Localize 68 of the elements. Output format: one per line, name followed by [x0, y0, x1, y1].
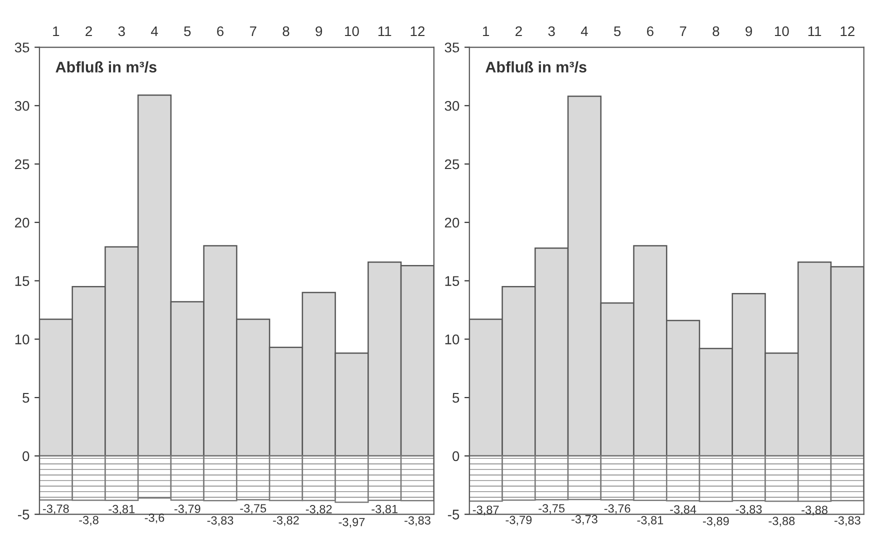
x-tick-label: 9 [316, 26, 322, 36]
x-tick-label: 4 [150, 26, 158, 36]
y-tick-label: 25 [14, 159, 30, 170]
y-tick-label: 30 [14, 100, 30, 111]
data-label: -3,81 [372, 504, 398, 515]
x-tick-label: 9 [746, 26, 752, 36]
x-tick-label: 12 [410, 26, 424, 36]
x-tick-label: 5 [184, 26, 191, 36]
y-tick-label: 10 [15, 334, 30, 344]
y-tick-label: 0 [452, 451, 460, 462]
x-tick-label: 2 [516, 26, 522, 36]
x-tick-label: 2 [86, 26, 92, 36]
data-label: -3,81 [108, 504, 135, 515]
data-label: -3,82 [306, 505, 332, 515]
x-tick-label: 10 [775, 26, 789, 36]
y-tick-label: 15 [15, 276, 30, 286]
data-label: -3,73 [572, 515, 598, 525]
data-label: -3,6 [144, 514, 164, 524]
y-tick-label: -5 [448, 510, 460, 520]
data-label: -3,78 [42, 504, 69, 514]
x-tick-label: 6 [647, 26, 654, 36]
y-tick-label: -5 [18, 510, 30, 520]
data-label: -3,87 [472, 506, 499, 516]
y-tick-label: 10 [445, 334, 460, 344]
y-tick-label: 30 [444, 100, 460, 111]
data-label: -3,75 [538, 504, 565, 514]
x-tick-label: 8 [282, 26, 290, 36]
x-tick-label: 1 [53, 26, 60, 36]
x-tick-label: 3 [548, 26, 555, 36]
y-tick-label: 25 [444, 159, 460, 170]
y-tick-label: 5 [22, 393, 30, 403]
x-tick-label: 4 [580, 26, 588, 36]
text: Abfluß in m³/s [56, 61, 156, 73]
x-tick-label: 6 [217, 26, 224, 36]
data-label: -3,82 [273, 516, 299, 526]
text: Abfluß in m³/s [486, 61, 586, 73]
x-tick-label: 10 [345, 26, 359, 36]
data-label: -3,84 [670, 505, 696, 515]
data-label: -3,89 [703, 516, 729, 527]
data-label: -3,83 [834, 516, 860, 526]
y-tick-label: 15 [445, 276, 460, 286]
x-tick-label: 8 [712, 26, 720, 36]
x-tick-label: 12 [840, 26, 854, 36]
y-tick-label: 20 [14, 218, 30, 228]
data-label: -3,79 [506, 516, 532, 526]
data-label: -3,76 [604, 504, 630, 514]
x-tick-label: 7 [680, 26, 686, 36]
y-tick-label: 35 [14, 42, 30, 52]
data-label: -3,8 [79, 516, 98, 526]
data-label: -3,79 [174, 504, 200, 514]
x-tick-label: 1 [483, 26, 490, 36]
y-tick-label: 20 [444, 218, 460, 228]
data-label: -3,83 [404, 516, 430, 526]
x-tick-label: 5 [614, 26, 621, 36]
x-tick-label: 3 [118, 26, 125, 36]
data-label: -3,97 [338, 518, 365, 528]
x-tick-label: 11 [378, 26, 392, 36]
x-tick-label: 7 [250, 26, 256, 36]
y-tick-label: 5 [452, 393, 460, 403]
y-tick-label: 35 [444, 42, 460, 52]
data-label: -3,83 [736, 505, 762, 515]
data-label: -3,88 [768, 516, 795, 527]
x-tick-label: 11 [808, 26, 822, 36]
data-label: -3,88 [802, 506, 828, 516]
y-tick-label: 0 [22, 451, 30, 462]
data-label: -3,75 [240, 504, 266, 514]
data-label: -3,81 [637, 516, 664, 526]
data-label: -3,83 [207, 516, 234, 526]
